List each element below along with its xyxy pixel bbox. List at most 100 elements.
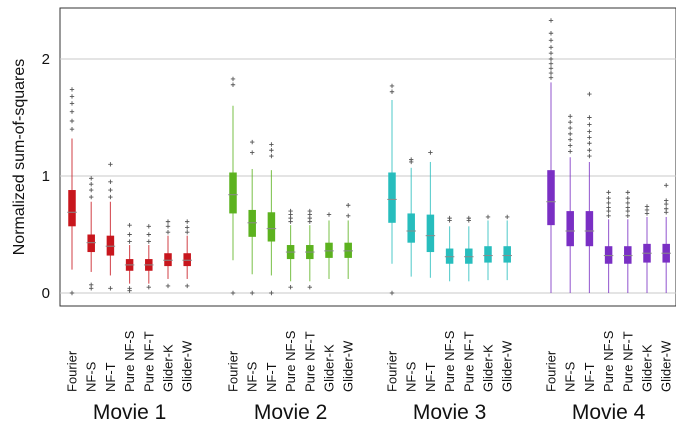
x-tick-label: Pure NF-T [461, 331, 476, 392]
outlier-point [548, 38, 554, 43]
outlier-point [568, 131, 573, 137]
outlier-point [625, 205, 630, 210]
y-tick-label: 2 [42, 51, 50, 68]
outlier-point [69, 290, 75, 296]
outlier-point [606, 213, 611, 218]
x-tick-label: Fourier [226, 350, 241, 392]
x-tick-label: Pure NF-S [122, 330, 137, 392]
outlier-point [587, 153, 592, 159]
x-tick-label: Glider-K [640, 344, 655, 392]
outlier-point [568, 143, 573, 148]
box [164, 253, 172, 267]
outlier-point [250, 150, 255, 155]
outlier-point [447, 215, 452, 221]
outlier-point [89, 286, 94, 291]
outlier-point [548, 61, 554, 66]
outlier-point [146, 239, 151, 244]
outlier-point [127, 232, 132, 237]
outlier-point [269, 148, 274, 153]
x-tick-label: NF-T [264, 362, 279, 392]
x-tick-label: NF-T [582, 362, 597, 392]
outlier-point [127, 288, 132, 293]
outlier-point [606, 205, 611, 210]
outlier-point [89, 187, 94, 193]
box [388, 172, 396, 223]
outlier-point [625, 200, 630, 206]
outlier-point [664, 206, 669, 211]
outlier-point [587, 148, 592, 153]
box [624, 246, 632, 264]
outlier-point [127, 239, 132, 244]
outlier-point [108, 162, 113, 167]
outlier-point [69, 101, 75, 106]
outlier-point [269, 153, 274, 159]
group-label: Movie 1 [93, 401, 167, 424]
box [106, 235, 115, 256]
box [344, 242, 352, 258]
outlier-point [548, 18, 554, 23]
outlier-point [606, 200, 611, 206]
box [325, 242, 333, 258]
outlier-point [548, 66, 554, 71]
outlier-point [485, 214, 491, 220]
outlier-point [185, 225, 190, 230]
outlier-point [587, 129, 592, 134]
box [604, 246, 613, 264]
outlier-point [288, 208, 293, 214]
x-tick-label: NF-S [84, 361, 99, 392]
outlier-point [644, 204, 650, 209]
outlier-point [389, 290, 395, 296]
x-tick-label: Pure NF-T [141, 331, 156, 392]
box [183, 253, 191, 267]
x-tick-label: Pure NF-S [283, 330, 298, 392]
box [426, 214, 435, 253]
box [465, 248, 473, 264]
outlier-point [587, 91, 592, 97]
box [585, 211, 594, 247]
box [229, 172, 237, 214]
x-tick-label: Glider-K [481, 344, 496, 392]
outlier-point [89, 194, 94, 200]
outlier-point [307, 208, 312, 214]
outlier-point [108, 179, 113, 185]
outlier-point [625, 190, 630, 195]
group-label: Movie 3 [413, 401, 487, 424]
outlier-point [466, 215, 471, 221]
outlier-point [548, 75, 554, 80]
outlier-point [69, 94, 75, 99]
outlier-point [389, 83, 395, 89]
outlier-point [587, 115, 592, 120]
box [484, 246, 492, 263]
outlier-point [146, 224, 151, 229]
outlier-point [587, 135, 592, 140]
x-tick-label: Glider-W [341, 340, 356, 392]
outlier-point [250, 290, 255, 296]
group-label: Movie 2 [254, 401, 328, 424]
box [267, 212, 276, 242]
outlier-point [568, 119, 573, 125]
outlier-point [185, 229, 190, 235]
box [248, 209, 256, 237]
x-tick-label: Glider-W [180, 340, 195, 392]
outlier-point [568, 114, 573, 119]
box [87, 234, 95, 253]
outlier-point [185, 219, 190, 224]
outlier-point [69, 118, 75, 124]
outlier-point [606, 196, 611, 201]
outlier-point [69, 87, 75, 92]
outlier-point [389, 89, 395, 94]
outlier-point [664, 198, 669, 203]
outlier-point [185, 283, 190, 289]
outlier-point [548, 31, 554, 36]
outlier-point [250, 139, 255, 145]
y-tick-label: 0 [42, 285, 50, 302]
outlier-point [625, 196, 630, 201]
gridlines [60, 58, 676, 294]
y-tick-label: 1 [42, 168, 50, 185]
x-tick-label: NF-S [404, 361, 419, 392]
plot-frame [59, 7, 676, 307]
x-tick-label: Pure NF-T [620, 331, 635, 392]
outlier-point [346, 213, 351, 218]
outlier-point [606, 190, 611, 195]
